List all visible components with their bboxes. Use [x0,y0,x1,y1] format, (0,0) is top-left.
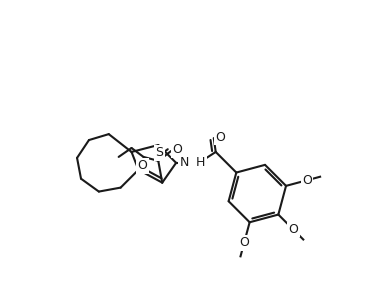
Text: N: N [180,156,189,169]
Text: O: O [239,236,249,249]
Text: S: S [155,146,163,159]
Text: O: O [288,223,298,236]
Text: O: O [138,159,147,172]
Text: H: H [196,156,205,169]
Text: O: O [302,174,312,187]
Text: O: O [172,143,182,156]
Text: O: O [215,131,225,143]
